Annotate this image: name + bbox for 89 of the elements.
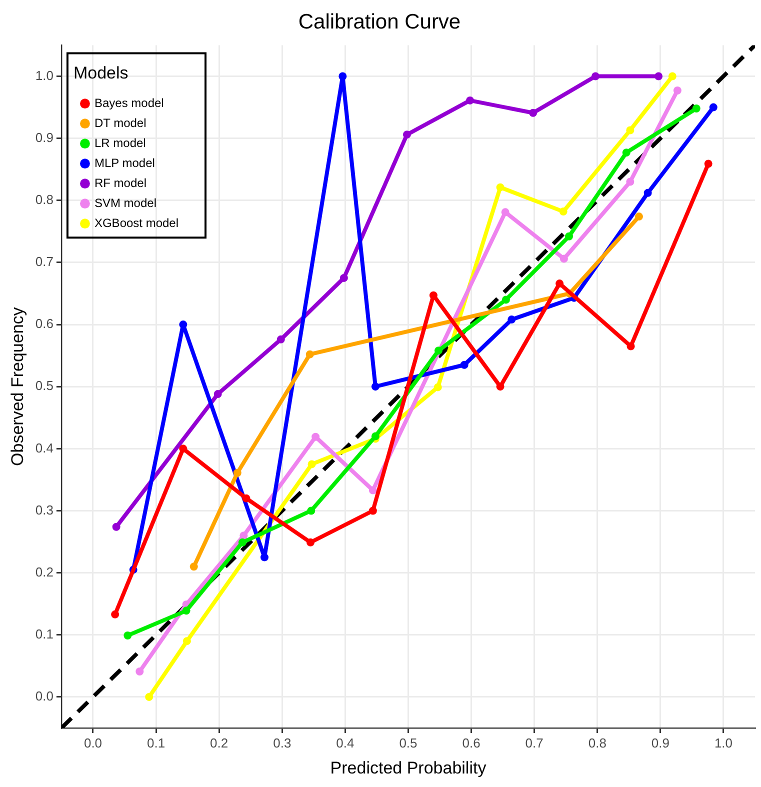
point xyxy=(338,72,347,80)
y-axis-title: Observed Frequency xyxy=(8,306,27,466)
y-tick-label: 0.6 xyxy=(35,316,54,332)
x-tick-label: 0.4 xyxy=(336,735,354,750)
point xyxy=(308,460,316,468)
legend-label: SVM model xyxy=(94,196,157,210)
point xyxy=(502,296,510,304)
x-tick-label: 0.3 xyxy=(273,735,292,750)
point xyxy=(312,432,320,441)
legend-label: XGBoost model xyxy=(94,216,179,230)
point xyxy=(214,390,222,398)
y-tick-label: 0.3 xyxy=(35,502,54,518)
point xyxy=(622,148,630,157)
point xyxy=(508,316,516,324)
point xyxy=(182,606,190,615)
point xyxy=(704,160,712,168)
legend-label: MLP model xyxy=(94,156,155,170)
point xyxy=(306,350,314,358)
x-tick-label: 0.2 xyxy=(210,735,228,750)
point xyxy=(368,506,377,515)
point xyxy=(307,506,316,515)
x-tick-label: 0.5 xyxy=(399,735,418,750)
point xyxy=(434,346,442,355)
x-tick-label: 0.1 xyxy=(147,735,166,750)
y-tick-label: 0.9 xyxy=(35,130,54,145)
point xyxy=(242,494,250,502)
point xyxy=(111,610,120,618)
point xyxy=(644,188,652,197)
point xyxy=(556,280,564,288)
legend-title: Models xyxy=(73,63,128,82)
point xyxy=(371,432,380,440)
x-tick-label: 0.8 xyxy=(588,735,606,750)
point xyxy=(626,342,635,350)
point xyxy=(466,96,474,104)
x-axis-title: Predicted Probability xyxy=(330,758,487,778)
point xyxy=(626,178,634,186)
legend-label: DT model xyxy=(94,116,146,130)
point xyxy=(709,103,718,112)
legend-label: Bayes model xyxy=(94,96,164,110)
point xyxy=(145,692,154,701)
x-tick-label: 0.0 xyxy=(84,735,102,750)
point xyxy=(626,126,634,134)
point xyxy=(434,383,442,392)
point xyxy=(668,72,676,80)
point xyxy=(560,254,568,263)
chart-title: Calibration Curve xyxy=(298,10,461,34)
point xyxy=(591,72,600,80)
point xyxy=(634,212,643,221)
point xyxy=(402,130,411,139)
point xyxy=(565,232,574,240)
point xyxy=(559,208,568,216)
point xyxy=(496,382,504,391)
point xyxy=(368,486,377,494)
point xyxy=(190,562,198,571)
point xyxy=(371,382,380,391)
x-tick-label: 1.0 xyxy=(714,735,733,750)
point xyxy=(260,553,268,562)
point xyxy=(179,444,188,453)
point xyxy=(673,86,682,95)
point xyxy=(654,72,663,80)
y-tick-label: 0.5 xyxy=(35,378,54,394)
y-tick-label: 0.0 xyxy=(35,688,54,704)
point xyxy=(182,637,191,646)
point xyxy=(240,532,248,540)
point xyxy=(306,538,315,546)
y-tick-label: 0.1 xyxy=(35,626,54,642)
legend-label: RF model xyxy=(94,176,146,190)
point xyxy=(276,335,285,344)
y-tick-label: 0.7 xyxy=(35,254,54,270)
point xyxy=(529,108,538,117)
point xyxy=(460,360,468,369)
point xyxy=(501,208,510,216)
point xyxy=(692,104,700,113)
y-tick-label: 0.8 xyxy=(35,192,54,207)
y-tick-label: 1.0 xyxy=(35,68,54,83)
point xyxy=(136,668,144,676)
legend-label: LR model xyxy=(94,136,146,150)
point xyxy=(124,632,132,640)
x-tick-label: 0.6 xyxy=(462,735,480,750)
point xyxy=(429,291,438,300)
point xyxy=(238,538,246,546)
y-tick-label: 0.4 xyxy=(35,440,54,456)
point xyxy=(112,522,120,531)
x-tick-label: 0.9 xyxy=(651,735,670,750)
point xyxy=(233,468,242,477)
point xyxy=(340,274,348,282)
x-tick-label: 0.7 xyxy=(525,735,544,750)
y-tick-label: 0.2 xyxy=(35,564,54,580)
point xyxy=(496,183,504,192)
